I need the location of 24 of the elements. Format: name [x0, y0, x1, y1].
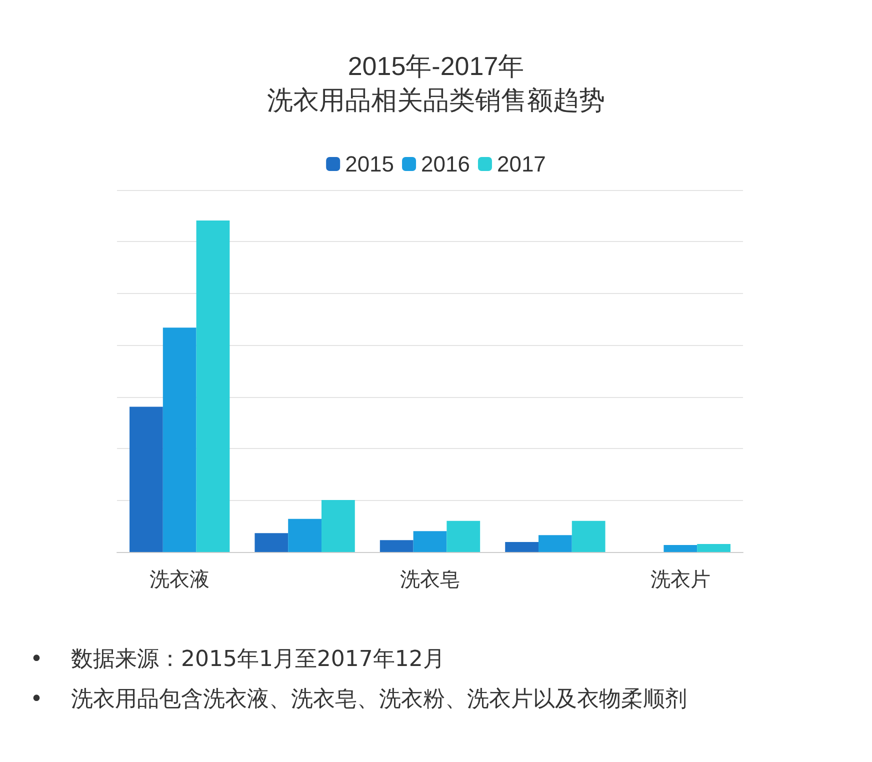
bar [321, 500, 355, 552]
x-tick-label: 洗衣液 [150, 569, 210, 591]
text: • 数据来源：2015年1月至2017年12月 [30, 646, 446, 674]
bar [254, 533, 288, 552]
x-tick-label: 洗衣皂 [400, 569, 460, 591]
x-tick-label: 洗衣片 [650, 569, 710, 591]
legend-label: 2016 [421, 152, 470, 176]
bar [162, 328, 196, 552]
bar [288, 518, 322, 552]
bar [572, 520, 606, 552]
legend-label: 2017 [496, 152, 546, 176]
bar [538, 535, 572, 552]
bar [505, 542, 539, 552]
text: • 洗衣用品包含洗衣液、洗衣皂、洗衣粉、洗衣片以及衣物柔顺剂 [30, 686, 688, 714]
bar [196, 220, 230, 552]
bar [413, 531, 447, 552]
bar [380, 540, 414, 552]
bar [130, 406, 163, 552]
chart-subtitle: 洗衣用品相关品类销售额趋势 [267, 85, 605, 115]
bar [446, 520, 480, 552]
chart-title: 2015年-2017年 [348, 51, 524, 81]
legend-label: 2015 [345, 152, 394, 176]
bar [664, 545, 698, 552]
bar [697, 544, 730, 552]
